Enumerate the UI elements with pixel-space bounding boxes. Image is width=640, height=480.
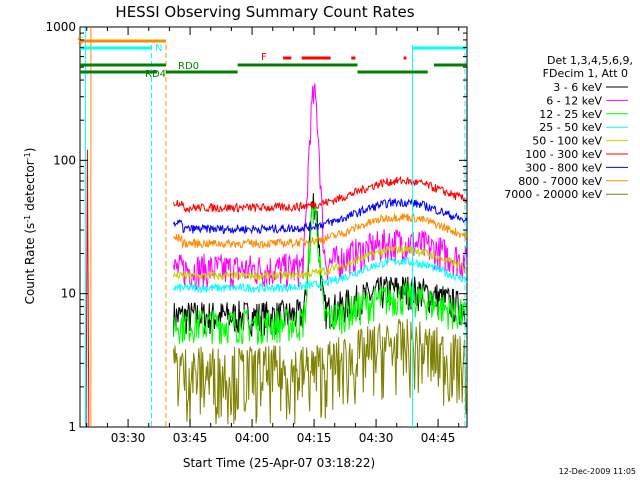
state-flags: S N F RD0 RD4 — [77, 27, 467, 427]
legend-entry: 25 - 50 keV — [539, 121, 602, 134]
legend-entry: 50 - 100 keV — [532, 135, 602, 148]
y-axis-label-sup2: -1 — [23, 152, 32, 160]
start-spike — [85, 149, 90, 428]
y-tick-label: 1000 — [45, 20, 76, 34]
rd4-flag-label: RD4 — [145, 69, 166, 80]
legend-entry: 7000 - 20000 keV — [504, 188, 602, 201]
y-axis-label-mid: detector — [23, 160, 37, 215]
x-axis-ticks: 03:30 03:45 04:00 04:15 04:30 04:45 — [86, 27, 460, 445]
data-traces — [85, 83, 468, 428]
y-tick-label: 1 — [68, 420, 76, 434]
y-tick-label: 10 — [61, 287, 76, 301]
trace — [173, 204, 468, 346]
rd0-flag-label: RD0 — [178, 61, 199, 72]
trace — [173, 212, 468, 249]
y-axis-label: Count Rate (s-1 detector-1) — [23, 148, 37, 305]
timestamp: 12-Dec-2009 11:05 — [559, 467, 636, 476]
legend-entry: 3 - 6 keV — [553, 81, 602, 94]
plot-border — [79, 26, 468, 428]
trace — [173, 318, 468, 425]
legend-header-2: FDecim 1, Att 0 — [543, 67, 628, 80]
trace — [173, 256, 468, 294]
trace — [173, 83, 468, 290]
x-tick-label: 04:30 — [359, 431, 394, 445]
x-axis-label: Start Time (25-Apr-07 03:18:22) — [183, 456, 375, 470]
legend: Det 1,3,4,5,6,9, FDecim 1, Att 0 3 - 6 k… — [504, 54, 633, 201]
trace — [173, 196, 468, 235]
legend-header-1: Det 1,3,4,5,6,9, — [547, 54, 633, 67]
y-axis-label-end: ) — [23, 148, 37, 153]
y-axis-ticks: 1 10 100 1000 — [45, 20, 467, 434]
y-tick-label: 100 — [53, 153, 76, 167]
legend-entry: 100 - 300 keV — [525, 148, 602, 161]
chart-title: HESSI Observing Summary Count Rates — [115, 3, 414, 21]
x-tick-label: 04:00 — [235, 431, 270, 445]
x-tick-label: 04:45 — [421, 431, 456, 445]
legend-entry: 800 - 7000 keV — [518, 175, 602, 188]
y-axis-label-sup1: -1 — [23, 215, 32, 223]
plot-frame — [79, 26, 468, 428]
trace — [173, 175, 468, 214]
legend-entry: 300 - 800 keV — [525, 161, 602, 174]
x-tick-label: 04:15 — [297, 431, 332, 445]
trace — [173, 244, 468, 282]
y-axis-label-main: Count Rate (s — [23, 223, 37, 305]
legend-entry: 6 - 12 keV — [546, 94, 602, 107]
x-tick-label: 03:30 — [111, 431, 146, 445]
night-flag-label: N — [155, 43, 162, 54]
x-tick-label: 03:45 — [173, 431, 208, 445]
legend-entry: 12 - 25 keV — [539, 108, 602, 121]
flare-flag-label: F — [261, 52, 267, 63]
saa-flag-label: S — [77, 36, 83, 47]
